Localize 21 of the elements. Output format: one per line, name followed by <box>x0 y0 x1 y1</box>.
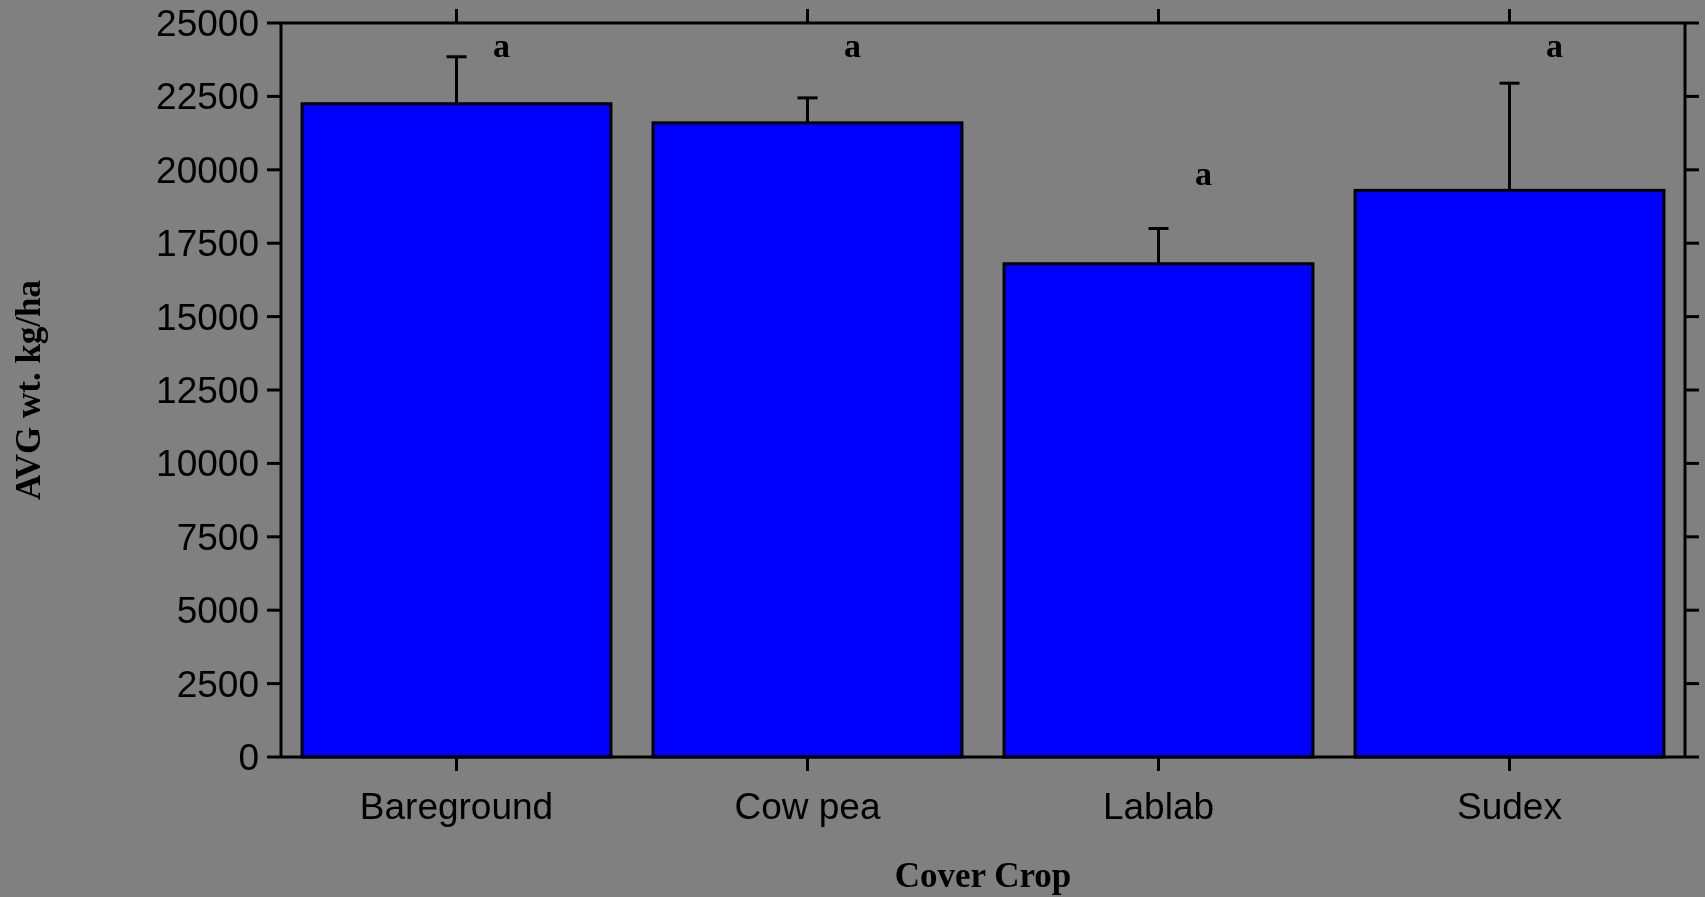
annotation: a <box>1195 155 1212 193</box>
y-tick-label: 5000 <box>176 590 259 632</box>
y-tick-label: 17500 <box>156 223 259 265</box>
y-tick-label: 15000 <box>156 296 259 338</box>
annotation: a <box>493 26 510 64</box>
y-tick-label: 2500 <box>176 663 259 705</box>
annotation: a <box>1546 26 1563 64</box>
annotation: a <box>844 26 861 64</box>
x-tick-label: Lablab <box>1102 786 1215 827</box>
y-tick-label: 7500 <box>176 516 259 558</box>
x-tick-label: Sudex <box>1457 786 1563 827</box>
x-axis-title: Cover Crop <box>894 856 1072 895</box>
y-axis-title: AVG wt. kg/ha <box>9 279 48 501</box>
y-tick-label: 20000 <box>156 149 259 191</box>
x-tick-label: Bareground <box>359 786 554 827</box>
x-tick-label: Cow pea <box>734 786 881 827</box>
y-tick-label: 25000 <box>156 2 259 44</box>
y-tick-label: 12500 <box>156 369 259 411</box>
y-tick-label: 22500 <box>156 76 259 118</box>
y-tick-label: 0 <box>238 736 259 778</box>
y-tick-label: 10000 <box>156 443 259 485</box>
